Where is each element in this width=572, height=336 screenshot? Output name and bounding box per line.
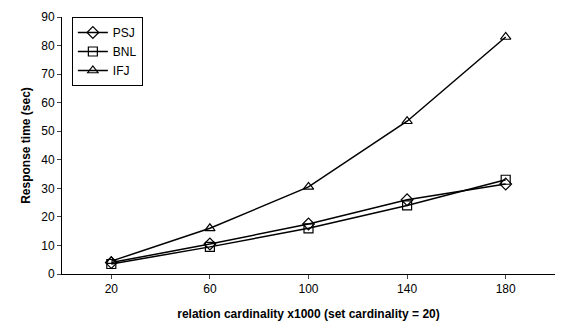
svg-text:relation cardinality x1000 (se: relation cardinality x1000 (set cardinal… bbox=[177, 307, 439, 321]
svg-text:50: 50 bbox=[41, 124, 55, 138]
svg-text:90: 90 bbox=[41, 10, 55, 24]
svg-text:IFJ: IFJ bbox=[113, 64, 130, 78]
svg-text:40: 40 bbox=[41, 153, 55, 167]
svg-text:Response time (sec): Response time (sec) bbox=[19, 87, 33, 204]
svg-text:180: 180 bbox=[496, 282, 516, 296]
svg-text:10: 10 bbox=[41, 239, 55, 253]
svg-text:30: 30 bbox=[41, 182, 55, 196]
svg-text:0: 0 bbox=[48, 267, 55, 281]
svg-text:70: 70 bbox=[41, 67, 55, 81]
svg-text:100: 100 bbox=[298, 282, 318, 296]
svg-text:PSJ: PSJ bbox=[113, 26, 135, 40]
svg-text:20: 20 bbox=[41, 210, 55, 224]
svg-text:60: 60 bbox=[203, 282, 217, 296]
svg-text:140: 140 bbox=[397, 282, 417, 296]
svg-text:20: 20 bbox=[105, 282, 119, 296]
svg-text:60: 60 bbox=[41, 96, 55, 110]
svg-text:80: 80 bbox=[41, 39, 55, 53]
svg-text:BNL: BNL bbox=[113, 45, 137, 59]
